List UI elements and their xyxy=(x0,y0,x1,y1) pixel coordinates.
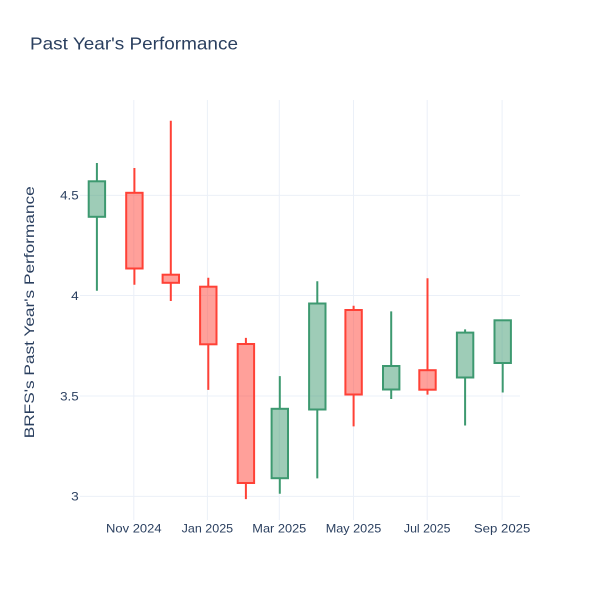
svg-text:Past Year's Performance: Past Year's Performance xyxy=(30,34,238,54)
svg-text:Jan 2025: Jan 2025 xyxy=(182,522,234,536)
svg-text:3.5: 3.5 xyxy=(60,389,79,403)
svg-text:Sep 2025: Sep 2025 xyxy=(474,522,531,536)
svg-text:Nov 2024: Nov 2024 xyxy=(106,522,162,536)
svg-text:BRFS's Past Year's Performance: BRFS's Past Year's Performance xyxy=(21,186,37,438)
svg-text:3: 3 xyxy=(71,490,79,504)
svg-text:4.5: 4.5 xyxy=(60,189,79,203)
svg-text:4: 4 xyxy=(71,289,79,303)
svg-text:Mar 2025: Mar 2025 xyxy=(252,522,306,536)
svg-text:May 2025: May 2025 xyxy=(326,522,382,536)
svg-text:Jul 2025: Jul 2025 xyxy=(404,522,451,536)
